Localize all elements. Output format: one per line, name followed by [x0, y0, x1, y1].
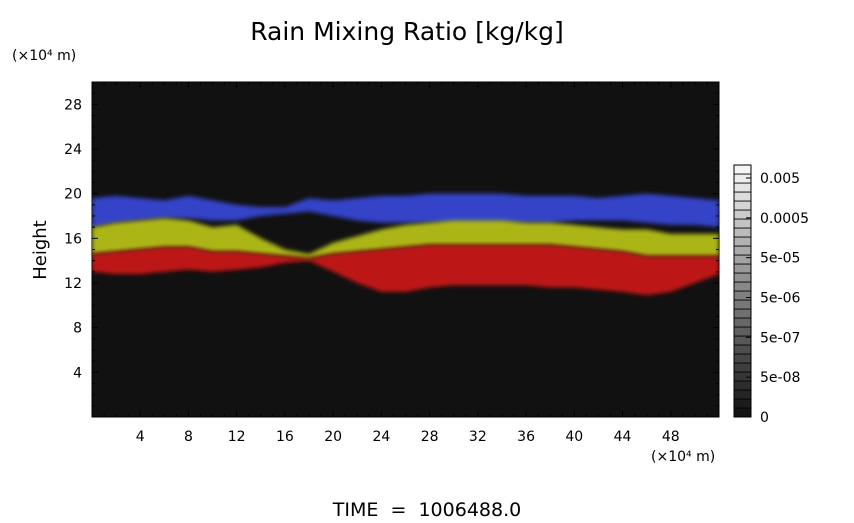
x-tick-label: 20 — [324, 429, 342, 445]
colorbar-swatch — [733, 308, 752, 319]
colorbar-label: 5e-06 — [760, 291, 800, 307]
colorbar-swatch — [733, 299, 752, 310]
colorbar-swatch — [733, 245, 752, 256]
colorbar-frame — [733, 164, 752, 418]
colorbar-label: 0 — [760, 410, 769, 426]
x-tick-label: 40 — [565, 429, 583, 445]
colorbar-swatch — [733, 326, 752, 337]
x-tick-label: 16 — [276, 429, 294, 445]
colorbar-swatch — [733, 317, 752, 328]
colorbar-swatch — [733, 281, 752, 292]
layer-band-0 — [92, 193, 719, 228]
y-tick-label: 8 — [73, 321, 82, 337]
x-tick-label: 44 — [614, 429, 632, 445]
x-axis-unit: (×10⁴ m) — [651, 449, 715, 465]
colorbar-swatch — [733, 290, 752, 301]
y-tick-label: 12 — [64, 276, 82, 292]
colorbar-swatch — [733, 263, 752, 274]
layer-band-2 — [92, 245, 719, 296]
y-axis: 4 8 12 16 20 24 28 — [64, 92, 719, 407]
x-tick-label: 28 — [421, 429, 439, 445]
colorbar-label: 5e-08 — [760, 370, 800, 386]
time-footer: TIME = 1006488.0 — [332, 499, 521, 519]
colorbar-swatch — [733, 236, 752, 247]
chart-title: Rain Mixing Ratio [kg/kg] — [250, 17, 564, 46]
x-tick-label: 24 — [372, 429, 390, 445]
colorbar-swatch — [733, 353, 752, 364]
y-tick-label: 28 — [64, 97, 82, 113]
colorbar-swatch — [733, 200, 752, 211]
colorbar-swatch — [733, 218, 752, 229]
colorbar-swatch — [733, 164, 752, 175]
colorbar-swatch — [733, 389, 752, 400]
colorbar-swatch — [733, 254, 752, 265]
colorbar-label: 5e-05 — [760, 251, 800, 267]
layer-band-1 — [92, 218, 719, 259]
colorbar-swatch — [733, 362, 752, 373]
x-tick-label: 32 — [469, 429, 487, 445]
y-tick-label: 24 — [64, 142, 82, 158]
y-tick-label: 20 — [64, 187, 82, 203]
x-tick-label: 48 — [662, 429, 680, 445]
colorbar-swatch — [733, 344, 752, 355]
y-tick-label: 4 — [73, 365, 82, 381]
y-tick-label: 16 — [64, 231, 82, 247]
colorbar-swatch — [733, 182, 752, 193]
x-tick-label: 12 — [228, 429, 246, 445]
colorbar-swatch — [733, 272, 752, 283]
x-tick-label: 8 — [184, 429, 193, 445]
y-axis-label: Height — [30, 220, 51, 280]
colorbar-swatch — [733, 227, 752, 238]
colorbar-swatch — [733, 380, 752, 391]
x-tick-label: 4 — [136, 429, 145, 445]
colorbar-label: 0.0005 — [760, 211, 809, 227]
y-axis-unit: (×10⁴ m) — [12, 48, 76, 64]
colorbar-swatch — [733, 191, 752, 202]
colorbar-label: 0.005 — [760, 171, 800, 187]
heatmap-layers — [92, 193, 719, 296]
colorbar-swatch — [733, 407, 752, 418]
x-axis: 4 8 12 16 20 24 28 32 36 40 44 48 — [103, 82, 708, 445]
colorbar-label: 5e-07 — [760, 330, 800, 346]
x-tick-label: 36 — [517, 429, 535, 445]
colorbar: 0 5e-08 5e-07 5e-06 5e-05 0.0005 0.005 — [733, 164, 809, 426]
colorbar-swatch — [733, 371, 752, 382]
colorbar-swatch — [733, 398, 752, 409]
